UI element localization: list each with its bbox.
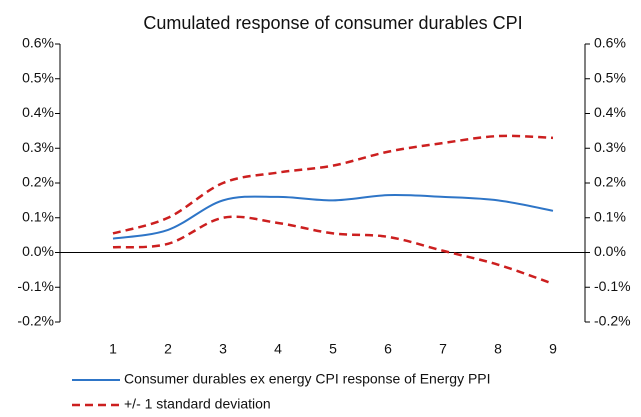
y-tick-label: 0.4% — [22, 104, 54, 120]
y2-tick-label: -0.2% — [594, 313, 631, 329]
y-tick-label: 0.2% — [22, 174, 54, 190]
y-tick-label: 0.1% — [22, 208, 54, 224]
x-tick-label: 3 — [219, 341, 227, 357]
y2-tick-label: 0.4% — [594, 104, 626, 120]
x-tick-label: 7 — [439, 341, 447, 357]
y-tick-label: 0.0% — [22, 243, 54, 259]
y-tick-label: 0.5% — [22, 69, 54, 85]
x-tick-label: 9 — [549, 341, 557, 357]
y-tick-label: 0.3% — [22, 139, 54, 155]
x-tick-label: 6 — [384, 341, 392, 357]
y2-tick-label: 0.0% — [594, 243, 626, 259]
y-tick-label: -0.1% — [17, 278, 54, 294]
legend-label: +/- 1 standard deviation — [124, 396, 271, 412]
x-tick-label: 8 — [494, 341, 502, 357]
y2-tick-label: 0.1% — [594, 208, 626, 224]
y-tick-label: 0.6% — [22, 35, 54, 51]
legend-label: Consumer durables ex energy CPI response… — [124, 371, 491, 387]
y2-tick-label: 0.2% — [594, 174, 626, 190]
chart-title: Cumulated response of consumer durables … — [143, 13, 522, 33]
x-tick-label: 2 — [164, 341, 172, 357]
x-tick-label: 4 — [274, 341, 282, 357]
y2-tick-label: 0.6% — [594, 35, 626, 51]
y2-tick-label: 0.5% — [594, 69, 626, 85]
x-tick-label: 5 — [329, 341, 337, 357]
line — [112, 134, 554, 235]
line — [112, 194, 554, 240]
y2-tick-label: 0.3% — [594, 139, 626, 155]
line — [112, 215, 554, 285]
x-tick-label: 1 — [109, 341, 117, 357]
y-tick-label: -0.2% — [17, 313, 54, 329]
y2-tick-label: -0.1% — [594, 278, 631, 294]
